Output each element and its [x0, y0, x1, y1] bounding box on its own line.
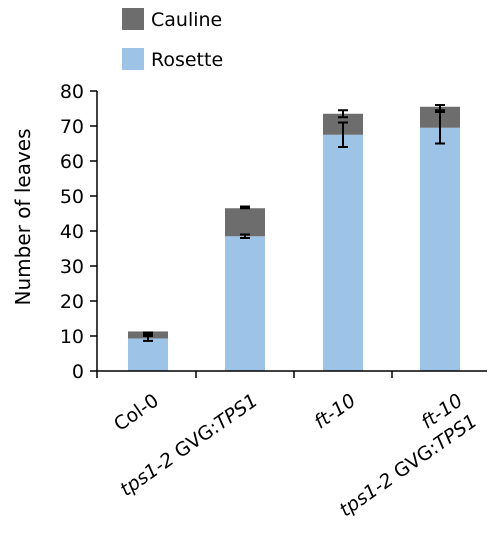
error-bar-rosette-2 — [338, 121, 348, 148]
y-tick-label-40: 40 — [60, 221, 84, 243]
error-bar-rosette-0 — [143, 335, 153, 342]
error-bars — [143, 104, 445, 342]
y-tick-label-70: 70 — [60, 116, 84, 138]
bar-rosette-0 — [128, 338, 168, 371]
y-tick-label-10: 10 — [60, 326, 84, 348]
y-tick-label-50: 50 — [60, 186, 84, 208]
legend-swatch-cauline — [122, 8, 144, 30]
bars — [128, 106, 460, 371]
x-category-label-line: ft-10 — [310, 390, 360, 434]
x-category-label-line: tps1-2 GVG:TPS1 — [335, 410, 481, 521]
error-bar-cauline-3 — [435, 104, 445, 112]
bar-cauline-1 — [225, 208, 265, 237]
x-category-label-line: Col-0 — [110, 390, 163, 436]
error-bar-cauline-0 — [143, 331, 153, 336]
error-bar-rosette-3 — [435, 111, 445, 145]
y-tick-label-80: 80 — [60, 81, 84, 103]
error-bar-cauline-2 — [338, 109, 348, 119]
y-tick-label-0: 0 — [72, 361, 84, 383]
bar-rosette-3 — [420, 127, 460, 371]
error-bar-cauline-1 — [240, 205, 250, 210]
bar-rosette-1 — [225, 236, 265, 371]
legend: Cauline Rosette — [122, 8, 223, 71]
error-bar-rosette-1 — [240, 233, 250, 239]
bar-rosette-2 — [323, 134, 363, 371]
y-axis: 0 10 20 30 40 50 60 70 80 — [60, 81, 98, 383]
x-category-label-2: ft-10 — [310, 390, 360, 434]
x-category-label-0: Col-0 — [110, 390, 163, 436]
y-tick-label-60: 60 — [60, 151, 84, 173]
legend-label-rosette: Rosette — [151, 49, 223, 71]
y-axis-label: Number of leaves — [11, 128, 35, 305]
x-axis — [96, 370, 487, 378]
legend-label-cauline: Cauline — [151, 9, 222, 31]
legend-swatch-rosette — [122, 48, 144, 70]
y-tick-label-30: 30 — [60, 256, 84, 278]
y-tick-label-20: 20 — [60, 291, 84, 313]
